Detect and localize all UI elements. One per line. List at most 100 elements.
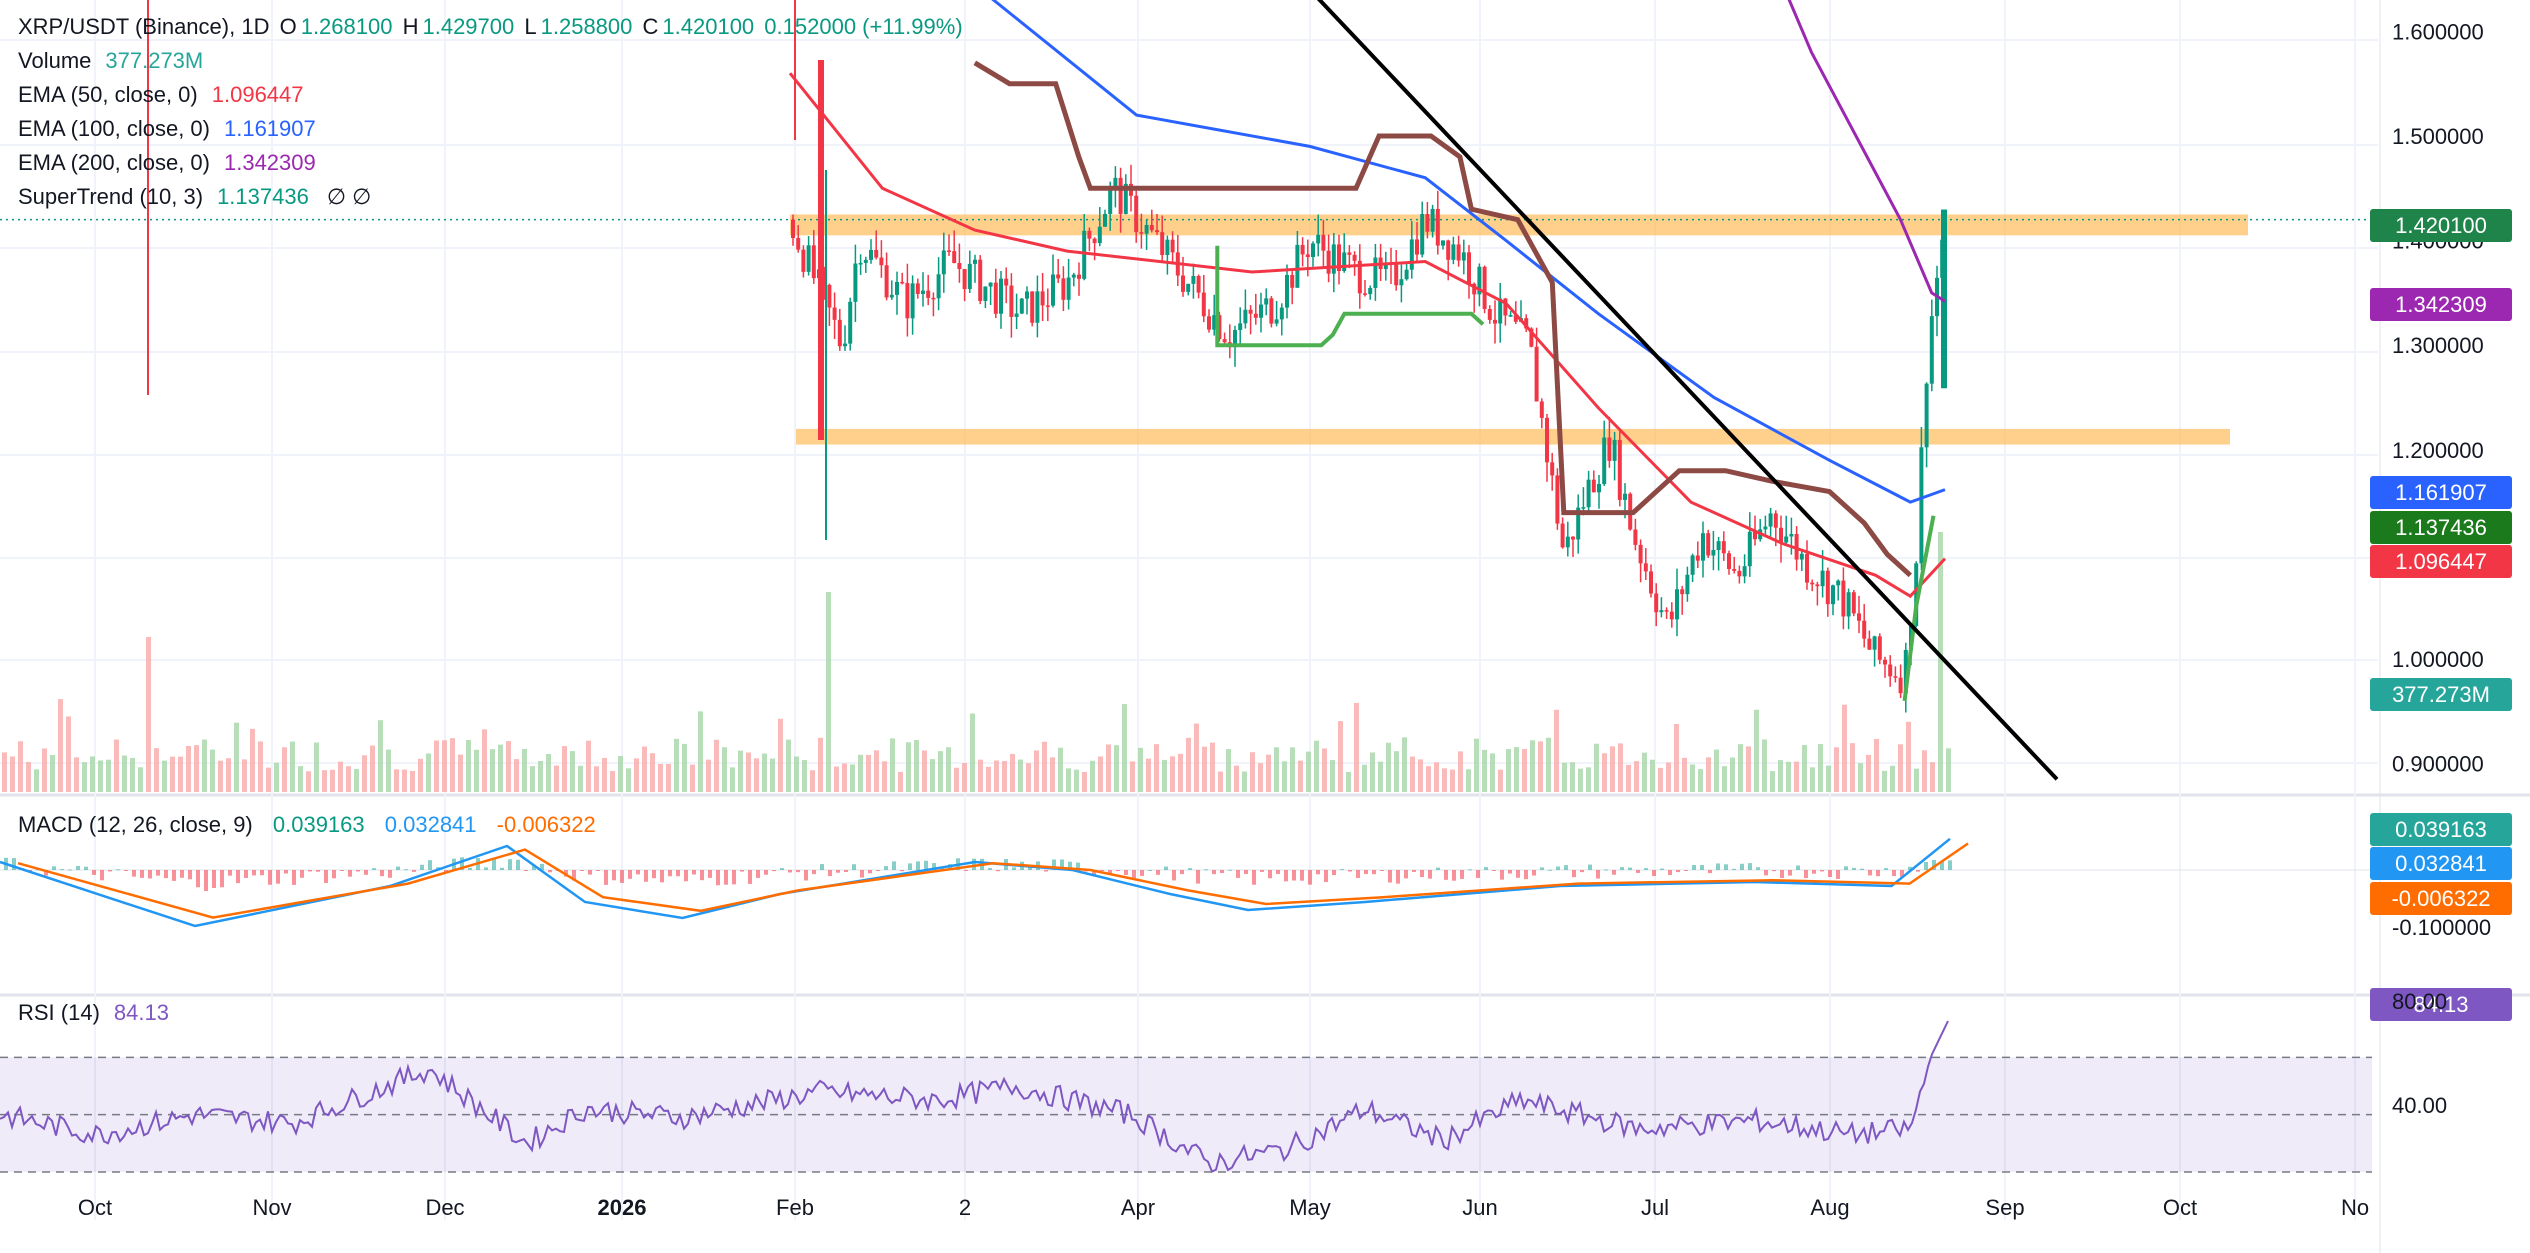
volume-bar <box>786 739 791 792</box>
supertrend-label: SuperTrend (10, 3) <box>18 184 204 209</box>
macd-histogram-bar <box>1164 866 1168 870</box>
macd-histogram-bar <box>1188 868 1192 870</box>
macd-line <box>0 837 1951 928</box>
candle-body <box>1586 479 1591 508</box>
macd-histogram-bar <box>76 865 80 870</box>
volume-bar <box>658 763 663 792</box>
volume-bar <box>1042 741 1047 792</box>
macd-histogram-bar <box>1564 865 1568 870</box>
macd-histogram-bar <box>676 870 680 877</box>
volume-bar <box>154 748 159 792</box>
volume-bar <box>1426 766 1431 792</box>
candle-body <box>1487 308 1492 320</box>
indicator-lines <box>788 0 2059 781</box>
volume-bar <box>1866 754 1871 792</box>
legend-volume[interactable]: Volume 377.273M <box>18 48 207 74</box>
candle-body <box>1763 526 1768 530</box>
macd-histogram-bar <box>124 870 128 871</box>
macd-histogram-bar <box>1276 870 1280 875</box>
macd-histogram-bar <box>1444 870 1448 880</box>
time-label-1: Nov <box>252 1195 291 1220</box>
candle-body <box>1789 534 1794 537</box>
volume-bar <box>1386 742 1391 792</box>
price-axis[interactable]: 1.6000001.5000001.4000001.3000001.200000… <box>2392 19 2484 776</box>
candle-body <box>905 283 910 319</box>
macd-histogram-bar <box>380 870 384 877</box>
macd-histogram-bar <box>148 870 152 879</box>
volume-bar <box>1082 771 1087 792</box>
volume-bar <box>1578 768 1583 792</box>
legend-ema200[interactable]: EMA (200, close, 0) 1.342309 <box>18 150 320 176</box>
macd-histogram-bar <box>788 870 792 873</box>
candle-body <box>1805 553 1809 583</box>
volume-bar <box>1714 749 1719 792</box>
volume-bar <box>1138 747 1143 792</box>
legend-rsi[interactable]: RSI (14) 84.13 <box>18 1000 173 1026</box>
volume-bar <box>1618 743 1623 792</box>
candle-body <box>1867 638 1872 650</box>
macd-histogram-bar <box>1468 869 1472 871</box>
candle-body <box>1051 274 1055 306</box>
legend-ema100[interactable]: EMA (100, close, 0) 1.161907 <box>18 116 320 142</box>
volume-bar <box>10 756 15 792</box>
macd-histogram-bar <box>324 870 328 883</box>
legend-supertrend[interactable]: SuperTrend (10, 3) 1.137436 ∅ ∅ <box>18 184 375 210</box>
volume-bar <box>258 741 263 792</box>
volume-bar <box>1514 747 1519 792</box>
macd-histogram-bar <box>756 870 760 878</box>
candle-body <box>1441 240 1445 246</box>
candle-body <box>1092 238 1097 244</box>
macd-histogram-bar <box>332 870 336 879</box>
macd-histogram-bar <box>1884 868 1888 870</box>
candle-body <box>1201 292 1206 317</box>
macd-histogram-bar <box>1828 870 1832 878</box>
candle-body <box>1560 523 1565 548</box>
volume-bar <box>330 769 335 792</box>
macd-histogram-bar <box>1796 865 1800 870</box>
volume-bar <box>162 760 167 792</box>
macd-histogram-bar <box>44 870 48 876</box>
price-tick: 1.200000 <box>2392 438 2484 463</box>
time-axis[interactable]: Oct Nov Dec 2026 Feb 2 Apr May Jun Jul Aug Sep Oct No <box>78 1195 2369 1220</box>
candle-body <box>1118 177 1123 214</box>
macd-histogram-bar <box>1532 870 1536 876</box>
candle-body <box>843 343 847 347</box>
volume-bar <box>1162 759 1167 792</box>
volume-bar <box>1258 763 1263 792</box>
volume-bar <box>58 699 63 792</box>
volume-bar <box>1810 767 1815 792</box>
candle-body <box>1295 244 1300 288</box>
macd-histogram-bar <box>1580 870 1584 873</box>
candle-body <box>879 257 884 266</box>
volume-bar <box>850 764 855 792</box>
volume-bar <box>530 766 535 792</box>
volume-bar <box>1538 741 1543 792</box>
volume-bar <box>1458 751 1463 792</box>
candle-body <box>1305 254 1310 258</box>
volume-bar <box>130 757 135 792</box>
candle-body <box>993 282 998 314</box>
legend-ema50[interactable]: EMA (50, close, 0) 1.096447 <box>18 82 308 108</box>
volume-bar <box>202 739 207 792</box>
candle-body <box>1331 244 1336 274</box>
candle-body <box>1399 279 1404 286</box>
candle-body <box>1675 589 1679 620</box>
macd-histogram-bar <box>1644 868 1648 870</box>
macd-histogram-bar <box>1124 870 1128 876</box>
volume-bar <box>930 759 935 792</box>
candle-body <box>869 249 873 260</box>
trailing-stop-line <box>973 60 1912 578</box>
volume-bar <box>1642 752 1647 792</box>
candle-body <box>967 263 972 290</box>
symbol-header[interactable]: XRP/USDT (Binance), 1D O 1.268100 H 1.4297… <box>18 14 967 40</box>
volume-bar <box>1682 757 1687 792</box>
volume-bar <box>1314 740 1319 792</box>
legend-macd[interactable]: MACD (12, 26, close, 9) 0.039163 0.03284… <box>18 812 600 838</box>
candle-body <box>1810 582 1815 585</box>
volume-bar <box>370 745 375 792</box>
macd-histogram-bar <box>1012 867 1016 870</box>
badge-hist: -0.006322 <box>2391 886 2490 911</box>
volume-bar <box>1826 765 1831 792</box>
badge-ema100: 1.161907 <box>2395 480 2487 505</box>
